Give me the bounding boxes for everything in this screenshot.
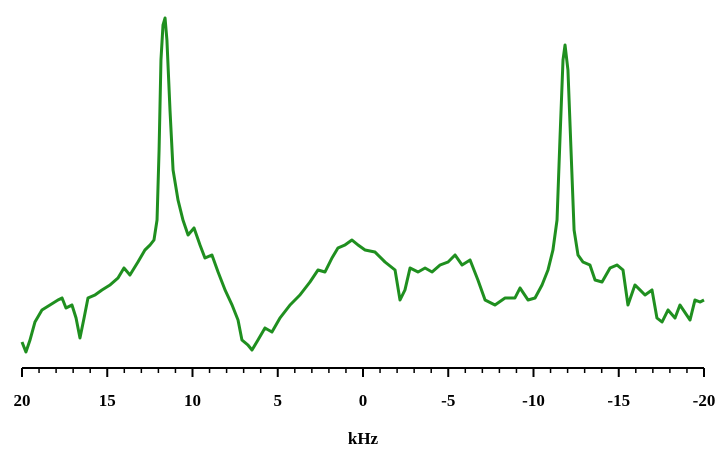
x-tick-label: -15	[607, 391, 630, 410]
x-tick-label: 0	[359, 391, 368, 410]
x-tick-label: -20	[693, 391, 716, 410]
x-axis-label: kHz	[348, 429, 379, 448]
x-tick-label: 10	[184, 391, 201, 410]
x-tick-label: 15	[99, 391, 116, 410]
spectrum-line	[20, 16, 705, 354]
x-tick-label: -5	[441, 391, 455, 410]
x-tick-label: 5	[274, 391, 283, 410]
x-tick-label: -10	[522, 391, 545, 410]
x-tick-label: 20	[14, 391, 31, 410]
